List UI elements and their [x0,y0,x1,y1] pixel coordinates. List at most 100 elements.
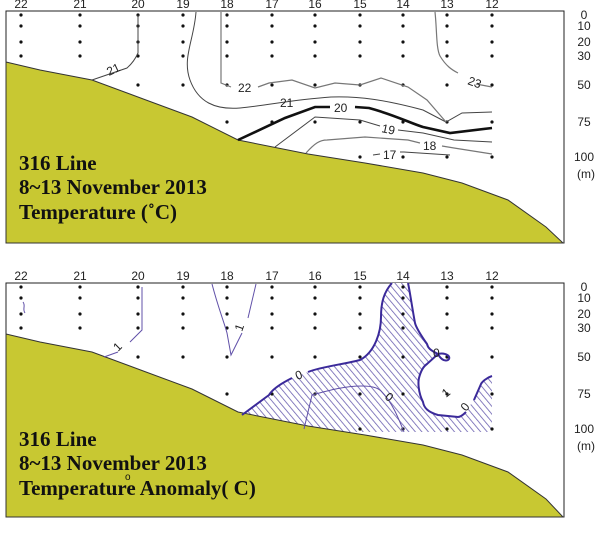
station-label: 15 [353,0,367,11]
sample-point [78,24,82,28]
sample-point [313,285,317,289]
sample-point [270,355,274,359]
sample-point [181,83,185,87]
sample-point [225,120,229,124]
title-line: 316 Line [19,151,97,175]
sample-point [136,326,140,330]
station-label: 20 [131,269,145,283]
sample-point [225,40,229,44]
sample-point [136,355,140,359]
sample-point [358,392,362,396]
sample-point [490,355,494,359]
sample-point [490,155,494,159]
sample-point [78,54,82,58]
sample-point [181,40,185,44]
contour-1-left [103,287,143,358]
contour-small-station22 [22,301,26,314]
depth-unit: (m) [577,167,595,181]
contour-label: 20 [334,101,348,115]
sample-point [490,427,494,431]
sample-point [490,24,494,28]
station-label: 17 [265,0,279,11]
sample-point [358,54,362,58]
title-line: Temperature Anomaly( C) [19,476,256,500]
sample-point [358,155,362,159]
contour-label: 21 [104,60,122,78]
contour-label: 0 [433,346,440,360]
contour-18 [305,136,493,155]
sample-point [78,285,82,289]
contour-21-left [91,15,139,81]
sample-point [445,427,449,431]
station-label: 20 [131,0,145,11]
sample-point [401,296,405,300]
depth-tick: 75 [577,115,591,129]
contour-22 [220,12,447,123]
station-label: 19 [176,0,190,11]
sample-point [19,13,23,17]
sample-point [181,13,185,17]
station-label: 17 [265,269,279,283]
sample-point [225,24,229,28]
sample-point [225,285,229,289]
sample-point [445,40,449,44]
sample-point [270,285,274,289]
sample-point [19,312,23,316]
depth-tick: 50 [577,350,591,364]
sample-point [401,24,405,28]
depth-tick: 75 [577,387,591,401]
sample-point [19,40,23,44]
sample-point [78,326,82,330]
sample-point [270,326,274,330]
sample-point [445,155,449,159]
sample-point [270,54,274,58]
sample-point [490,296,494,300]
station-label: 14 [396,0,410,11]
sample-point [358,296,362,300]
temperature-anomaly-panel: 22 21 20 19 18 17 16 15 14 13 12 01020305075100(m)… [5,269,595,518]
sample-point [136,296,140,300]
sample-point [358,285,362,289]
depth-tick: 50 [577,78,591,92]
seafloor [5,61,565,244]
sample-point [445,83,449,87]
station-label: 14 [396,269,410,283]
sample-point [445,285,449,289]
contour-20 [237,105,493,142]
sample-point [270,296,274,300]
sample-point [270,13,274,17]
temperature-panel: 22 21 20 19 18 17 16 15 14 13 12 01020305075100(m)… [5,0,595,244]
station-label: 18 [220,269,234,283]
sample-point [225,355,229,359]
contour-21 [186,11,493,123]
sample-point [78,312,82,316]
depth-tick: 30 [577,49,591,63]
sample-point [136,285,140,289]
depth-tick: 10 [577,291,591,305]
sample-point [490,285,494,289]
sample-point [19,54,23,58]
depth-tick: 10 [577,19,591,33]
depth-tick: 100 [574,150,594,164]
depth-tick: 20 [577,35,591,49]
depth-tick: 20 [577,307,591,321]
station-label: 18 [220,0,234,11]
sample-point [313,120,317,124]
sample-point [313,13,317,17]
sample-point [445,24,449,28]
contour-0 [241,282,393,416]
sample-point [490,54,494,58]
sample-point [181,285,185,289]
sample-point [313,312,317,316]
sample-point [225,312,229,316]
sample-point [490,40,494,44]
sample-point [358,40,362,44]
sample-point [313,326,317,330]
contour-23 [434,11,493,88]
title-line: 8~13 November 2013 [19,175,207,199]
station-labels: 22 21 20 19 18 17 16 15 14 13 12 [14,269,499,283]
sample-point [313,296,317,300]
station-label: 13 [440,269,454,283]
